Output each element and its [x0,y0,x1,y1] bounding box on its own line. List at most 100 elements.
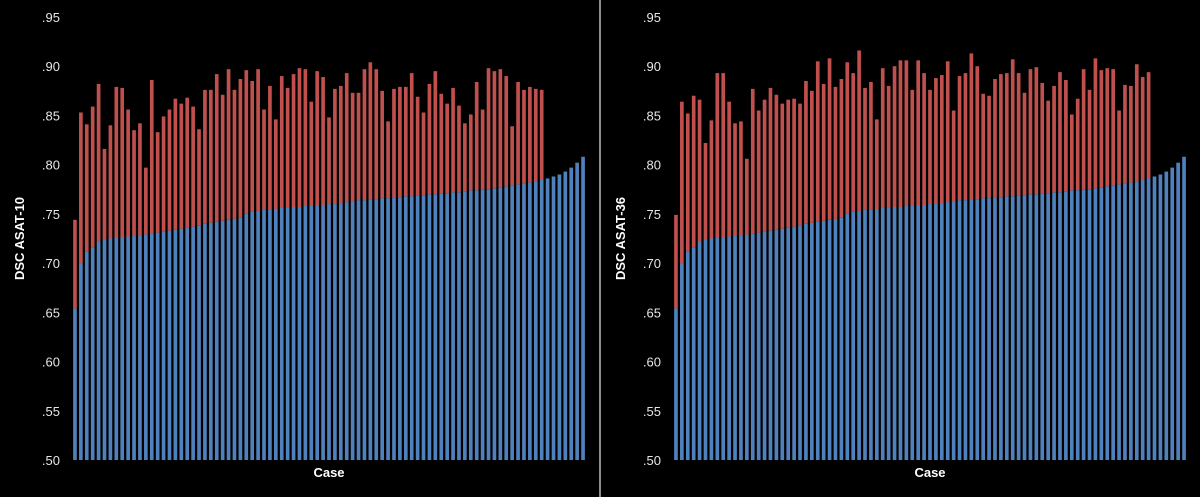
bar-base [1105,186,1110,460]
bar-base [474,190,479,461]
bar-base [238,217,243,460]
bar-increment [333,88,337,205]
bar-base [674,308,678,460]
bar-base [1052,192,1056,460]
bar-increment [1146,72,1151,179]
bar-increment [691,95,696,248]
bar-increment [522,89,526,184]
bar-base [1117,184,1121,460]
y-tick-label: .75 [643,207,661,222]
bar-increment [1022,92,1027,196]
bar-increment [922,73,926,206]
bar-base [957,200,962,460]
bar-base [528,182,532,461]
bar-base [786,227,791,460]
bar-increment [96,83,101,242]
bar-increment [745,158,749,235]
bar-base [79,263,83,460]
bar-base [279,207,284,460]
bar-increment [1016,73,1021,196]
bar-base [934,204,938,460]
bar-increment [309,101,314,207]
bar-increment [303,69,308,207]
bar-increment [144,167,148,235]
bar-base [857,210,861,460]
bar-increment [1034,67,1039,195]
bar-increment [963,73,968,201]
bar-increment [945,61,950,203]
bar-base [256,210,260,460]
bar-base [892,206,897,460]
bar-base [338,203,343,460]
bar-base [191,226,195,460]
bar-base [268,209,272,460]
bar-base [727,236,731,460]
bar-base [244,213,249,460]
bar-base [1140,179,1145,460]
bar-base [108,238,113,460]
bar-base [815,221,820,460]
bar-increment [886,85,891,208]
bar-base [780,228,785,460]
panel-divider [599,0,601,497]
bar-base [874,208,879,460]
bar-base [768,230,773,460]
bar-increment [138,123,142,236]
bar-increment [969,53,974,200]
y-tick-label: .75 [42,207,60,222]
bar-base [1028,194,1033,460]
bar-base [403,196,408,460]
bar-base [362,200,367,460]
bar-base [439,193,444,460]
bar-increment [975,66,980,200]
bar-increment [1052,85,1056,193]
bar-base [451,192,455,460]
bar-base [762,231,767,460]
bar-base [709,238,714,460]
bar-base [898,206,903,460]
bar-base [1111,185,1115,460]
bar-increment [415,96,420,196]
bar-increment [451,87,455,193]
y-tick-label: .50 [42,453,60,468]
bar-increment [262,109,266,210]
bar-increment [851,73,856,212]
bar-base [939,203,944,460]
bar-increment [161,116,166,232]
bar-base [214,221,219,460]
bar-base [149,233,154,460]
bar-base [1099,187,1104,460]
bar-base [827,219,832,460]
bar-base [285,207,290,460]
bar-increment [1093,58,1098,189]
bar-base [374,199,379,460]
bar-base [510,185,514,460]
bar-base [721,237,726,460]
bar-increment [291,74,296,207]
x-axis-label: Case [313,465,344,480]
bar-increment [321,77,325,206]
bar-increment [445,103,449,194]
bar-increment [756,110,761,233]
bar-increment [149,80,154,234]
bar-increment [108,125,113,239]
bar-increment [869,81,873,210]
bar-increment [685,113,690,252]
bar-increment [1087,89,1092,190]
bar-increment [439,93,444,194]
bar-base [1022,195,1027,460]
bar-base [463,191,467,460]
bar-increment [880,68,885,208]
bar-increment [480,109,485,190]
bar-base [739,235,743,460]
bar-base [910,206,915,460]
bar-base [745,234,749,460]
bar-base [993,197,997,461]
bar-base [987,198,991,461]
bar-base [84,251,89,460]
bar-increment [102,148,107,240]
bar-increment [244,70,249,214]
y-tick-label: .60 [643,355,661,370]
bar-base [498,187,503,460]
bar-base [220,220,225,460]
